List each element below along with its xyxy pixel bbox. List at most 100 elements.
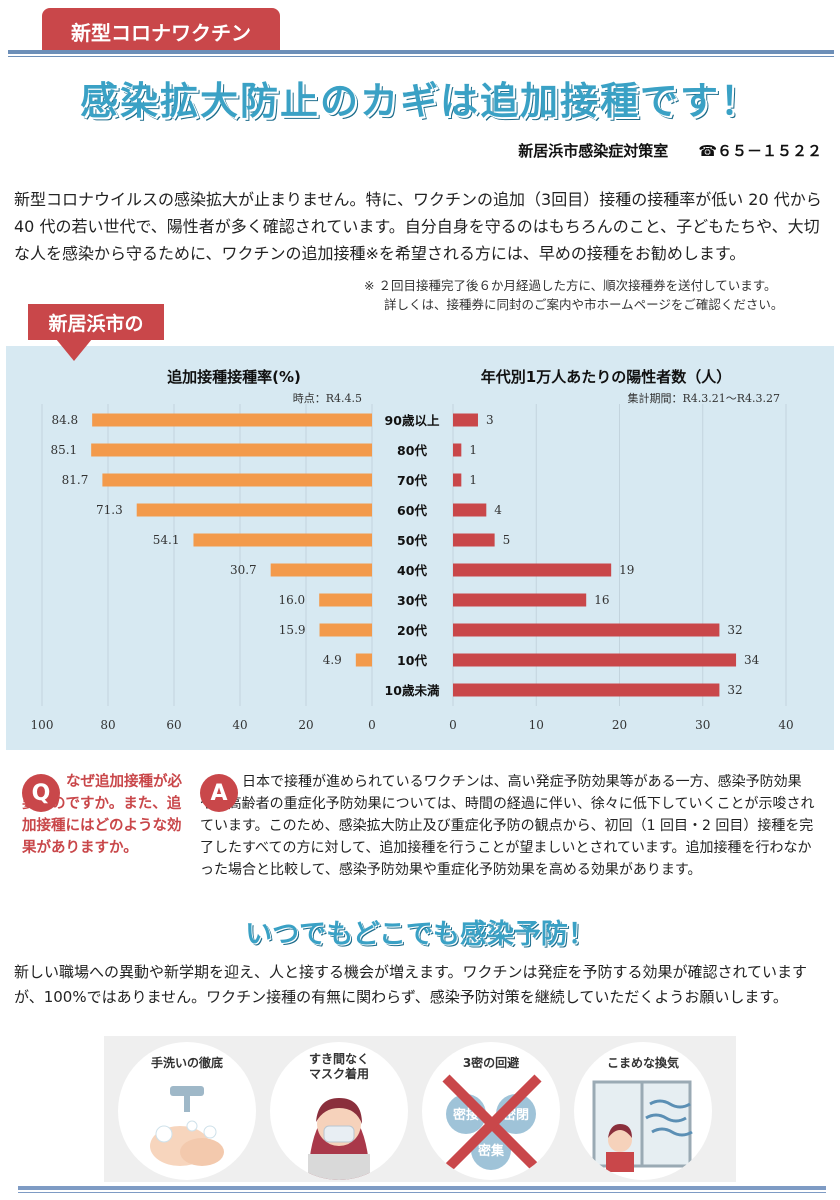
- right-chart-note: 集計期間：R4.3.21～R4.3.27: [627, 391, 780, 405]
- right-value-label: 32: [727, 683, 742, 697]
- left-chart-title: 追加接種接種率(%): [167, 368, 301, 386]
- right-bar: [453, 593, 587, 607]
- category-label: 20代: [397, 623, 427, 638]
- left-value-label: 15.9: [279, 623, 306, 637]
- left-value-label: 16.0: [278, 593, 305, 607]
- left-tick-label: 80: [100, 718, 115, 732]
- footnote-line-2: 詳しくは、接種券に同封のご案内や市ホームページをご確認ください。: [384, 297, 784, 312]
- left-tick-label: 0: [368, 718, 376, 732]
- right-tick-label: 0: [449, 718, 457, 732]
- chart-panel: 100 80 60 40 20 0 0 10 20 30 40 追加接種接種率(%) 時点：R4.4.5…: [6, 346, 834, 750]
- category-label: 70代: [397, 473, 427, 488]
- right-value-label: 4: [494, 503, 502, 517]
- left-bar: [92, 413, 372, 427]
- q-badge: Q: [22, 774, 60, 812]
- category-label: 40代: [397, 563, 427, 578]
- answer-text: 日本で接種が進められているワクチンは、高い発症予防効果等がある一方、感染予防効果…: [200, 774, 815, 878]
- category-label: 50代: [397, 533, 427, 548]
- right-tick-label: 10: [529, 718, 544, 732]
- footer-rule-thin: [18, 1192, 826, 1193]
- mask-drawing: [308, 1098, 370, 1180]
- left-bar: [136, 503, 372, 517]
- mask-icon: すき間なく マスク着用: [270, 1042, 408, 1180]
- right-value-label: 1: [469, 473, 477, 487]
- category-label: 10歳未満: [385, 683, 440, 698]
- category-label: 90歳以上: [385, 413, 440, 428]
- right-chart-title: 年代別1万人あたりの陽性者数（人）: [481, 368, 731, 386]
- title-rule-thin: [8, 56, 834, 57]
- right-value-label: 19: [619, 563, 634, 577]
- avoid-3c-word-3: 密集: [477, 1143, 505, 1159]
- left-bar: [102, 473, 372, 487]
- left-bar: [355, 653, 372, 667]
- ventilation-drawing: [592, 1080, 693, 1172]
- left-bar: [319, 593, 372, 607]
- left-tick-label: 40: [232, 718, 247, 732]
- right-bar: [453, 503, 487, 517]
- footer-rule: [18, 1186, 826, 1190]
- prevention-illustrations: 手洗いの徹底 すき間なく マスク着用 3密の回避 密接 密閉 密: [104, 1036, 736, 1182]
- right-value-label: 34: [744, 653, 760, 667]
- category-tag: 新型コロナワクチン: [42, 8, 280, 54]
- right-bar: [453, 473, 462, 487]
- right-tick-label: 30: [695, 718, 710, 732]
- right-bar: [453, 563, 612, 577]
- page-title: 感染拡大防止のカギは追加接種です！: [79, 79, 760, 123]
- footnote-line-1: ※ ２回目接種完了後６か月経過した方に、順次接種券を送付しています。: [364, 278, 777, 293]
- dual-bar-chart: 100 80 60 40 20 0 0 10 20 30 40 追加接種接種率(%) 時点：R4.4.5…: [31, 368, 794, 732]
- question-text: なぜ追加接種が必要なのですか。また、追加接種にはどのような効果がありますか。: [22, 774, 182, 856]
- title-rule: [8, 50, 834, 54]
- right-value-label: 1: [469, 443, 477, 457]
- category-label: 10代: [397, 653, 427, 668]
- right-bar: [453, 413, 478, 427]
- avoid-3c-icon: 3密の回避 密接 密閉 密集: [422, 1042, 560, 1180]
- left-chart-note: 時点：R4.4.5: [293, 392, 362, 405]
- handwash-label: 手洗いの徹底: [150, 1056, 223, 1070]
- callout-pointer: [56, 339, 92, 361]
- left-value-label: 85.1: [50, 443, 77, 457]
- left-bar: [193, 533, 372, 547]
- phone-number: ☎６５－１５２２: [698, 142, 822, 160]
- handwash-drawing: [150, 1086, 224, 1166]
- a-badge: A: [200, 774, 238, 812]
- right-value-label: 16: [594, 593, 609, 607]
- right-tick-label: 40: [778, 718, 793, 732]
- left-tick-label: 100: [31, 718, 54, 732]
- left-value-label: 54.1: [153, 533, 180, 547]
- intro-paragraph: 新型コロナウイルスの感染拡大が止まりません。特に、ワクチンの追加（3回目）接種の…: [14, 190, 822, 263]
- left-tick-label: 60: [166, 718, 181, 732]
- callout-label: 新居浜市の: [28, 304, 164, 340]
- left-value-label: 81.7: [62, 473, 89, 487]
- prevention-title: いつでもどこでも感染予防！: [245, 919, 595, 950]
- office-name: 新居浜市感染症対策室: [518, 142, 669, 160]
- right-bar: [453, 533, 495, 547]
- left-value-label: 30.7: [230, 563, 257, 577]
- right-value-label: 3: [486, 413, 494, 427]
- right-bar: [453, 623, 720, 637]
- left-tick-label: 20: [298, 718, 313, 732]
- avoid-3c-label: 3密の回避: [462, 1056, 520, 1070]
- left-value-label: 84.8: [51, 413, 78, 427]
- mask-label: すき間なく マスク着用: [308, 1052, 369, 1081]
- avoid-3c-drawing: 密接 密閉 密集: [442, 1074, 542, 1174]
- category-label: 30代: [397, 593, 427, 608]
- left-bar: [319, 623, 372, 637]
- left-value-label: 4.9: [323, 653, 342, 667]
- footnote: ※ ２回目接種完了後６か月経過した方に、順次接種券を送付しています。 詳しくは、…: [364, 276, 824, 314]
- category-label: 60代: [397, 503, 427, 518]
- ventilation-icon: こまめな換気: [574, 1042, 712, 1180]
- right-value-label: 5: [503, 533, 511, 547]
- handwash-icon: 手洗いの徹底: [118, 1042, 256, 1180]
- left-bar: [270, 563, 372, 577]
- right-tick-label: 20: [612, 718, 627, 732]
- prevention-paragraph: 新しい職場への異動や新学期を迎え、人と接する機会が増えます。ワクチンは発症を予防…: [14, 963, 808, 1006]
- contact-info: 新居浜市感染症対策室 ☎６５－１５２２: [518, 140, 822, 161]
- ventilation-label: こまめな換気: [606, 1056, 679, 1070]
- left-value-label: 71.3: [96, 503, 123, 517]
- right-bar: [453, 683, 720, 697]
- right-value-label: 32: [727, 623, 742, 637]
- right-bar: [453, 443, 462, 457]
- left-bar: [91, 443, 373, 457]
- category-label: 80代: [397, 443, 427, 458]
- right-bar: [453, 653, 737, 667]
